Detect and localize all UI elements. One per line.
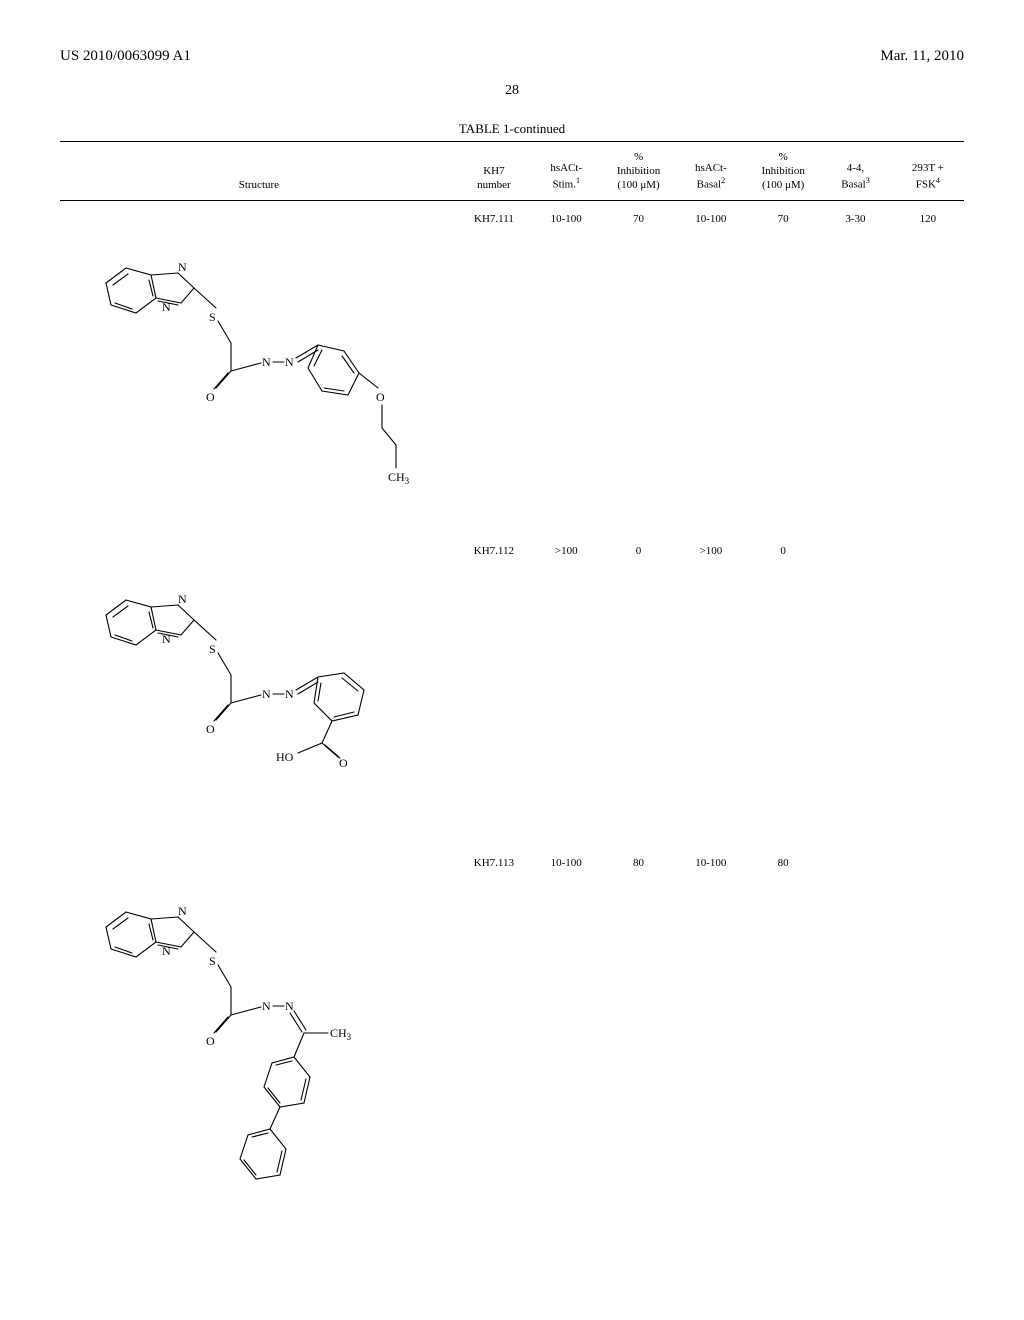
cell-stim: 10-100 — [530, 201, 602, 534]
publication-date: Mar. 11, 2010 — [880, 48, 964, 65]
svg-text:N: N — [262, 355, 271, 369]
table-body: N N S O — [60, 201, 964, 1238]
cell-44 — [819, 845, 891, 1237]
svg-text:N: N — [178, 592, 187, 606]
col-inhibition-1: % Inhibition (100 μM) — [602, 145, 674, 201]
structure-kh7-113: N N S O — [66, 857, 396, 1197]
svg-text:O: O — [206, 722, 215, 736]
cell-inh1: 80 — [602, 845, 674, 1237]
cell-inh2: 80 — [747, 845, 819, 1237]
page-header: US 2010/0063099 A1 Mar. 11, 2010 — [60, 48, 964, 65]
cell-inh1: 70 — [602, 201, 674, 534]
cell-stim: >100 — [530, 533, 602, 845]
col-structure: Structure — [60, 145, 458, 201]
cell-293: 120 — [892, 201, 964, 534]
svg-text:CH3: CH3 — [388, 470, 410, 486]
structure-kh7-111: N N S O — [66, 213, 426, 493]
cell-basal: 10-100 — [675, 845, 747, 1237]
svg-text:N: N — [162, 944, 171, 958]
svg-text:O: O — [206, 390, 215, 404]
cell-inh2: 0 — [747, 533, 819, 845]
svg-text:S: S — [209, 954, 216, 968]
table-row: N N S O — [60, 845, 964, 1237]
structure-kh7-112: N N S O — [66, 545, 406, 805]
table-row: N N S O — [60, 533, 964, 845]
cell-kh7: KH7.111 — [458, 201, 530, 534]
svg-text:N: N — [162, 632, 171, 646]
table-row: N N S O — [60, 201, 964, 534]
svg-text:N: N — [178, 260, 187, 274]
cell-inh2: 70 — [747, 201, 819, 534]
structure-cell: N N S O — [60, 533, 458, 845]
col-293t-fsk: 293T + FSK4 — [892, 145, 964, 201]
cell-basal: >100 — [675, 533, 747, 845]
col-kh7: KH7 number — [458, 145, 530, 201]
svg-text:N: N — [262, 687, 271, 701]
table-title: TABLE 1-continued — [60, 121, 964, 137]
svg-text:N: N — [285, 355, 294, 369]
cell-44: 3-30 — [819, 201, 891, 534]
col-stim: hsACt- Stim.1 — [530, 145, 602, 201]
svg-text:N: N — [285, 687, 294, 701]
svg-text:N: N — [178, 904, 187, 918]
svg-text:N: N — [262, 999, 271, 1013]
page-number: 28 — [60, 83, 964, 99]
table-header-row: Structure KH7 number hsACt- Stim.1 % Inh… — [60, 145, 964, 201]
page-container: US 2010/0063099 A1 Mar. 11, 2010 28 TABL… — [0, 0, 1024, 1277]
col-inhibition-2: % Inhibition (100 μM) — [747, 145, 819, 201]
svg-text:O: O — [376, 390, 385, 404]
cell-basal: 10-100 — [675, 201, 747, 534]
cell-44 — [819, 533, 891, 845]
svg-text:O: O — [339, 756, 348, 770]
col-44-basal: 4-4, Basal3 — [819, 145, 891, 201]
col-basal: hsACt- Basal2 — [675, 145, 747, 201]
svg-text:S: S — [209, 310, 216, 324]
structure-cell: N N S O — [60, 201, 458, 534]
svg-text:CH3: CH3 — [330, 1026, 352, 1042]
svg-text:N: N — [162, 300, 171, 314]
svg-text:HO: HO — [276, 750, 294, 764]
cell-stim: 10-100 — [530, 845, 602, 1237]
cell-kh7: KH7.113 — [458, 845, 530, 1237]
cell-kh7: KH7.112 — [458, 533, 530, 845]
publication-number: US 2010/0063099 A1 — [60, 48, 191, 65]
svg-text:O: O — [206, 1034, 215, 1048]
cell-293 — [892, 845, 964, 1237]
structure-cell: N N S O — [60, 845, 458, 1237]
cell-293 — [892, 533, 964, 845]
data-table: Structure KH7 number hsACt- Stim.1 % Inh… — [60, 141, 964, 1237]
svg-text:S: S — [209, 642, 216, 656]
svg-text:N: N — [285, 999, 294, 1013]
cell-inh1: 0 — [602, 533, 674, 845]
